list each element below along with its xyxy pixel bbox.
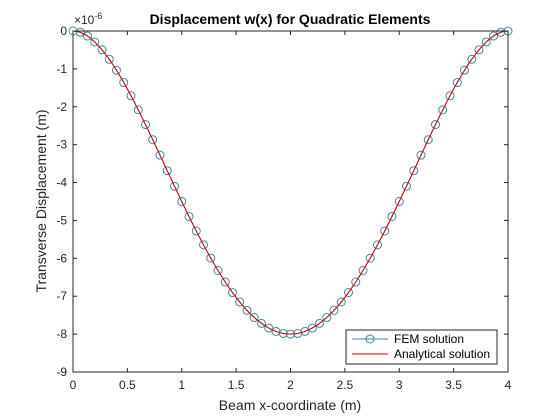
y-tick-label: -5 — [56, 213, 67, 227]
y-axis-label: Transverse Displacement (m) — [33, 109, 49, 292]
fem-data-point — [249, 313, 259, 323]
y-tick-label: -3 — [56, 138, 67, 152]
fem-data-point — [394, 197, 404, 206]
y-axis-exponent: ×10-6 — [74, 11, 102, 27]
fem-data-point — [431, 120, 440, 130]
fem-data-point — [460, 65, 469, 75]
fem-data-point — [423, 135, 433, 145]
chart-title: Displacement w(x) for Quadratic Elements — [150, 11, 431, 27]
fem-data-point — [307, 323, 317, 333]
fem-data-point — [336, 297, 346, 307]
fem-data-point — [358, 266, 368, 275]
plot-background — [73, 31, 508, 372]
y-exponent-power: -6 — [94, 11, 102, 21]
fem-data-point — [489, 31, 498, 41]
legend-item-analytical: Analytical solution — [352, 347, 490, 361]
fem-data-point — [119, 78, 129, 88]
legend-item-fem: FEM solution — [352, 332, 464, 346]
fem-data-point — [83, 31, 92, 41]
fem-data-point — [133, 105, 143, 115]
fem-data-point — [467, 54, 477, 64]
fem-data-point — [184, 211, 194, 221]
fem-data-point — [481, 37, 491, 47]
fem-data-point — [380, 226, 390, 236]
y-tick-label: -7 — [56, 289, 67, 303]
fem-data-point — [322, 313, 332, 323]
x-tick-label: 3.5 — [445, 378, 462, 392]
x-tick-label: 2.5 — [337, 378, 354, 392]
x-tick-label: 1.5 — [228, 378, 245, 392]
fem-data-point — [235, 297, 245, 307]
legend-box — [345, 329, 498, 365]
fem-data-point — [213, 266, 223, 275]
fem-data-point — [170, 181, 179, 191]
x-tick-label: 1 — [178, 378, 185, 392]
svg-text:×10-6: ×10-6 — [74, 11, 102, 27]
fem-data-point — [351, 277, 361, 287]
x-axis-label: Beam x-coordinate (m) — [219, 397, 361, 413]
legend-fem-marker — [365, 334, 375, 344]
y-tick-label: -8 — [56, 327, 67, 341]
fem-data-point — [416, 150, 426, 160]
legend: FEM solution Analytical solution — [345, 329, 498, 365]
fem-data-point — [220, 277, 230, 287]
fem-data-point — [264, 323, 274, 333]
fem-data-point — [315, 318, 324, 328]
axes-background — [73, 31, 508, 372]
fem-data-point — [126, 91, 136, 101]
fem-data-point — [90, 37, 100, 47]
fem-data-point — [97, 45, 107, 55]
fem-data-point — [365, 253, 375, 263]
y-exponent-base: ×10 — [74, 13, 95, 27]
y-tick-label: -2 — [56, 100, 67, 114]
fem-data-point — [191, 226, 201, 236]
legend-fem-label: FEM solution — [394, 332, 464, 346]
y-tick-label: 0 — [60, 24, 67, 38]
fem-data-point — [402, 181, 411, 191]
fem-data-point — [387, 211, 397, 221]
fem-data-point — [452, 78, 462, 88]
fem-data-point — [177, 197, 187, 206]
fem-data-point — [206, 253, 216, 263]
x-tick-label: 4 — [505, 378, 512, 392]
fem-data-point — [104, 54, 114, 64]
fem-data-point — [438, 105, 448, 115]
fem-data-point — [242, 305, 252, 315]
fem-data-point — [148, 135, 158, 145]
fem-data-point — [112, 65, 121, 75]
ticks: 0 0.5 1 1.5 2 2.5 3 3.5 4 0 -1 -2 -3 -4 -5 -6 -7 -8 -9 — [56, 24, 511, 392]
fem-data-point — [199, 240, 208, 250]
fem-data-point — [278, 328, 288, 338]
plot-area — [68, 26, 513, 339]
fem-data-point — [75, 27, 85, 37]
x-tick-label: 2 — [287, 378, 294, 392]
fem-data-point — [474, 45, 484, 55]
fem-data-point — [155, 150, 165, 160]
fem-data-point — [228, 288, 237, 298]
fem-data-point — [257, 318, 266, 328]
y-tick-label: -4 — [56, 176, 67, 190]
y-tick-label: -1 — [56, 62, 67, 76]
fem-data-point — [373, 240, 382, 250]
fem-data-point — [445, 91, 455, 101]
fem-data-point — [329, 305, 339, 315]
fem-data-point — [344, 288, 353, 298]
analytical-series-line — [72, 30, 509, 335]
fem-data-point — [162, 166, 172, 176]
y-tick-label: -9 — [56, 365, 67, 379]
legend-analytical-label: Analytical solution — [394, 347, 490, 361]
fem-data-point — [141, 120, 150, 130]
fem-data-point — [409, 166, 419, 176]
x-tick-label: 3 — [396, 378, 403, 392]
x-tick-label: 0 — [70, 378, 77, 392]
fem-data-point — [300, 326, 310, 336]
y-tick-label: -6 — [56, 251, 67, 265]
fem-data-point — [496, 27, 506, 37]
x-tick-label: 0.5 — [119, 378, 136, 392]
